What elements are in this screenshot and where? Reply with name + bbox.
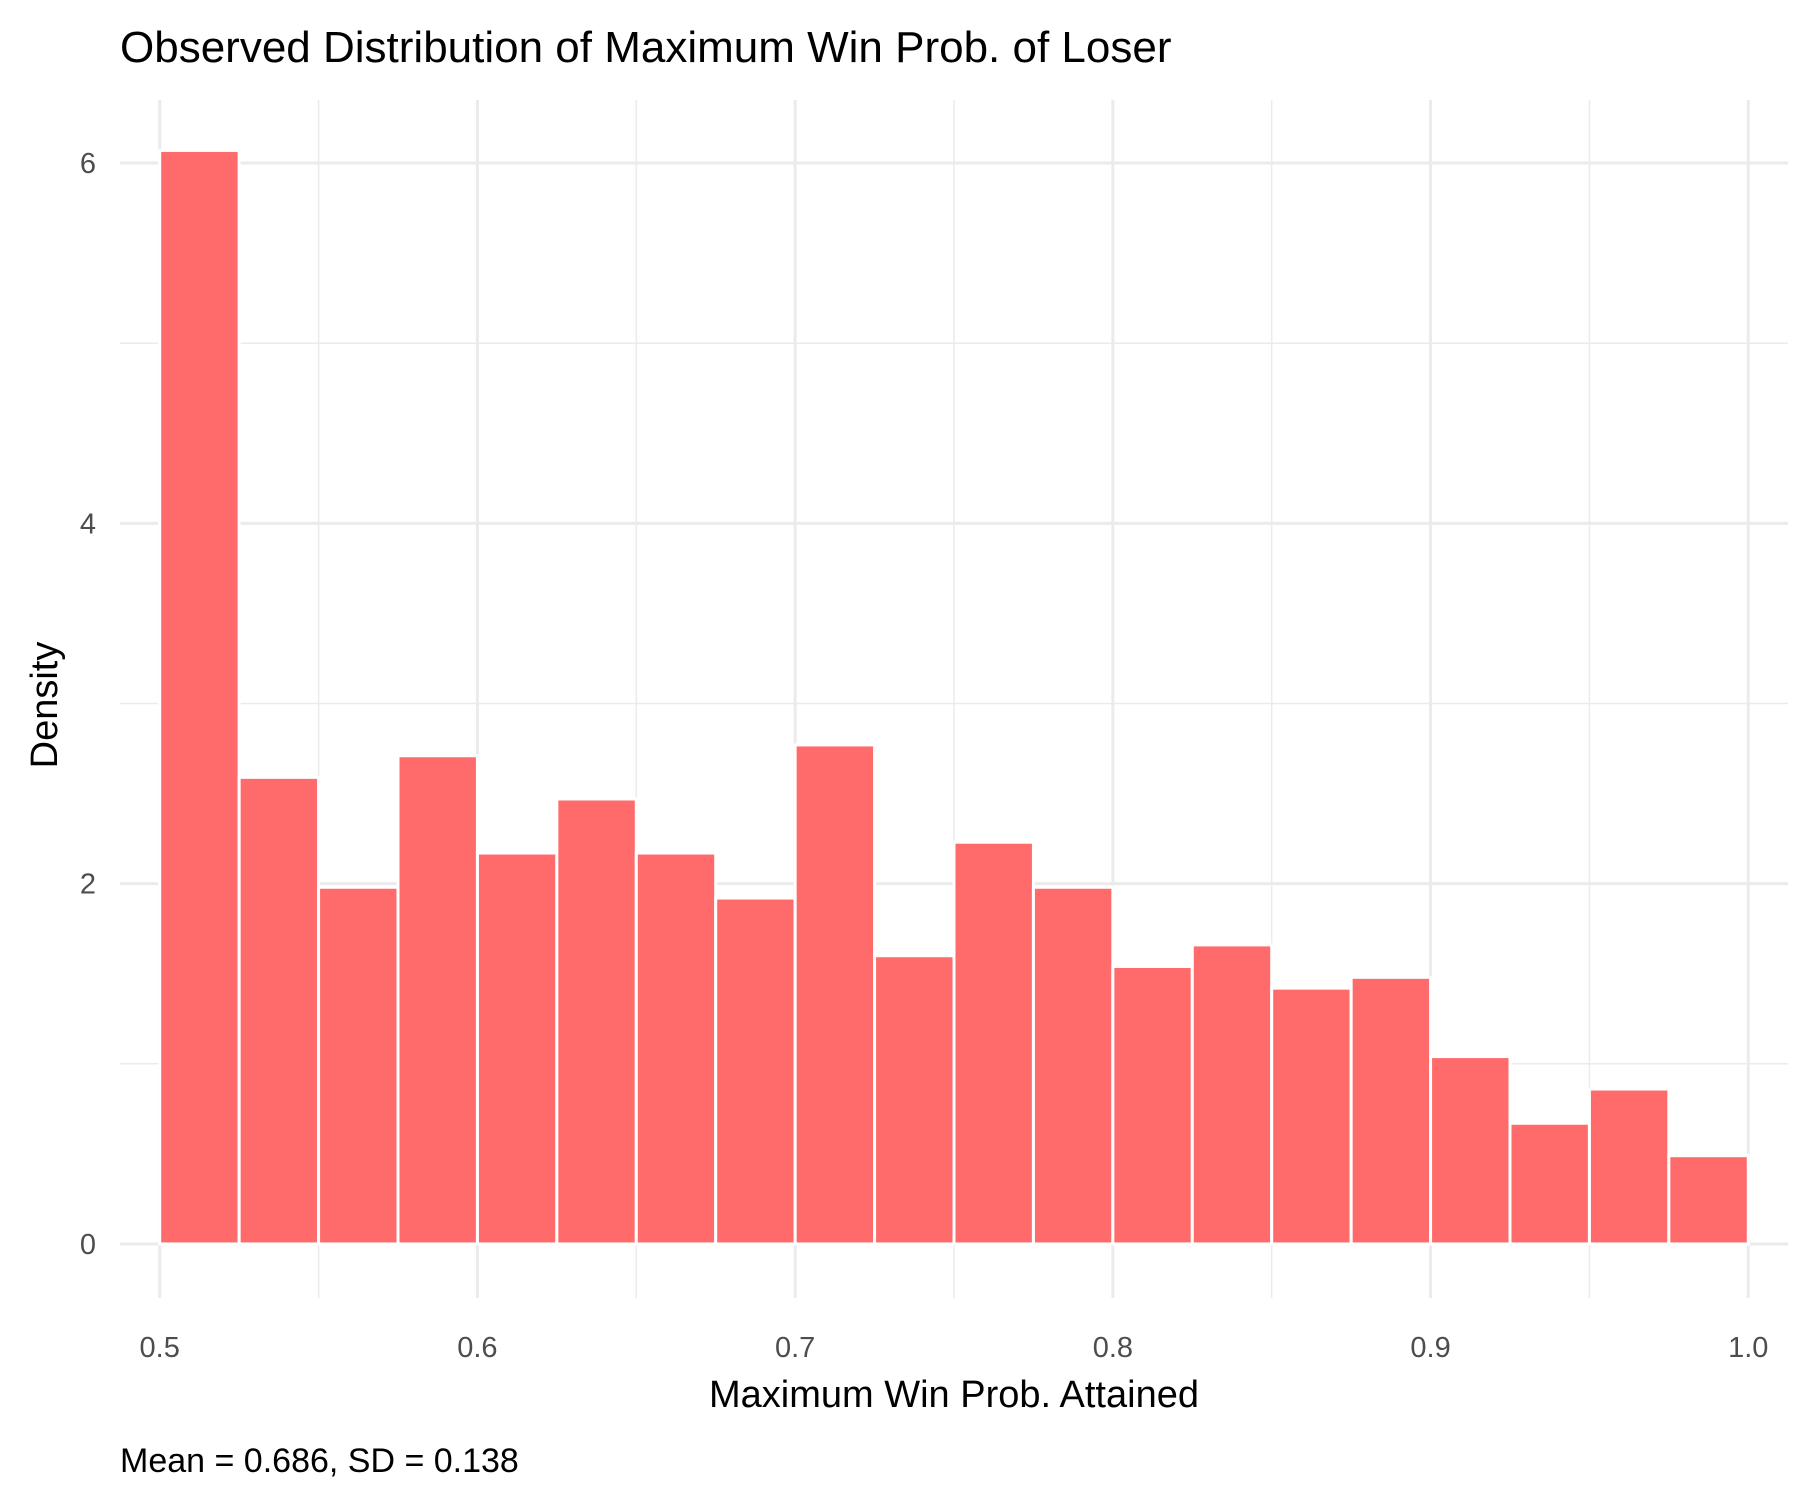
histogram-bar [317,885,400,1246]
histogram-bar [873,954,956,1246]
histogram-bar [396,754,479,1246]
x-tick-label: 0.5 [140,1332,180,1364]
histogram-bar [237,775,321,1246]
histogram-bar [1031,885,1115,1246]
histogram-bar [1587,1087,1671,1246]
histogram-bar [475,851,559,1246]
chart-caption: Mean = 0.686, SD = 0.138 [120,1442,519,1480]
histogram-bar [555,797,638,1246]
histogram-bars [158,148,1750,1246]
chart-title: Observed Distribution of Maximum Win Pro… [120,23,1172,72]
histogram-bar [1429,1055,1512,1246]
histogram-bar [952,840,1035,1246]
x-tick-label: 0.6 [457,1332,497,1364]
x-tick-label: 1.0 [1728,1332,1768,1364]
histogram-bar [158,148,241,1246]
y-tick-label: 2 [80,869,96,901]
histogram-bar [1349,975,1433,1246]
axis-ticks: 0.5 0.6 0.7 0.8 0.9 1.0 0 2 4 6 [80,148,1769,1364]
histogram-bar [1667,1154,1750,1246]
x-tick-label: 0.8 [1093,1332,1133,1364]
x-tick-label: 0.7 [775,1332,815,1364]
histogram-bar [714,896,797,1246]
histogram-bar [1190,943,1274,1246]
histogram-bar [793,743,877,1246]
x-tick-label: 0.9 [1410,1332,1450,1364]
y-tick-label: 4 [80,508,96,540]
histogram-bar [1508,1121,1591,1246]
y-tick-label: 0 [80,1229,96,1261]
histogram-bar [1270,986,1353,1246]
y-tick-label: 6 [80,148,96,180]
histogram-bar [634,851,718,1246]
x-axis-title: Maximum Win Prob. Attained [709,1374,1199,1416]
histogram-bar [1111,965,1194,1246]
y-axis-title: Density [24,642,66,769]
